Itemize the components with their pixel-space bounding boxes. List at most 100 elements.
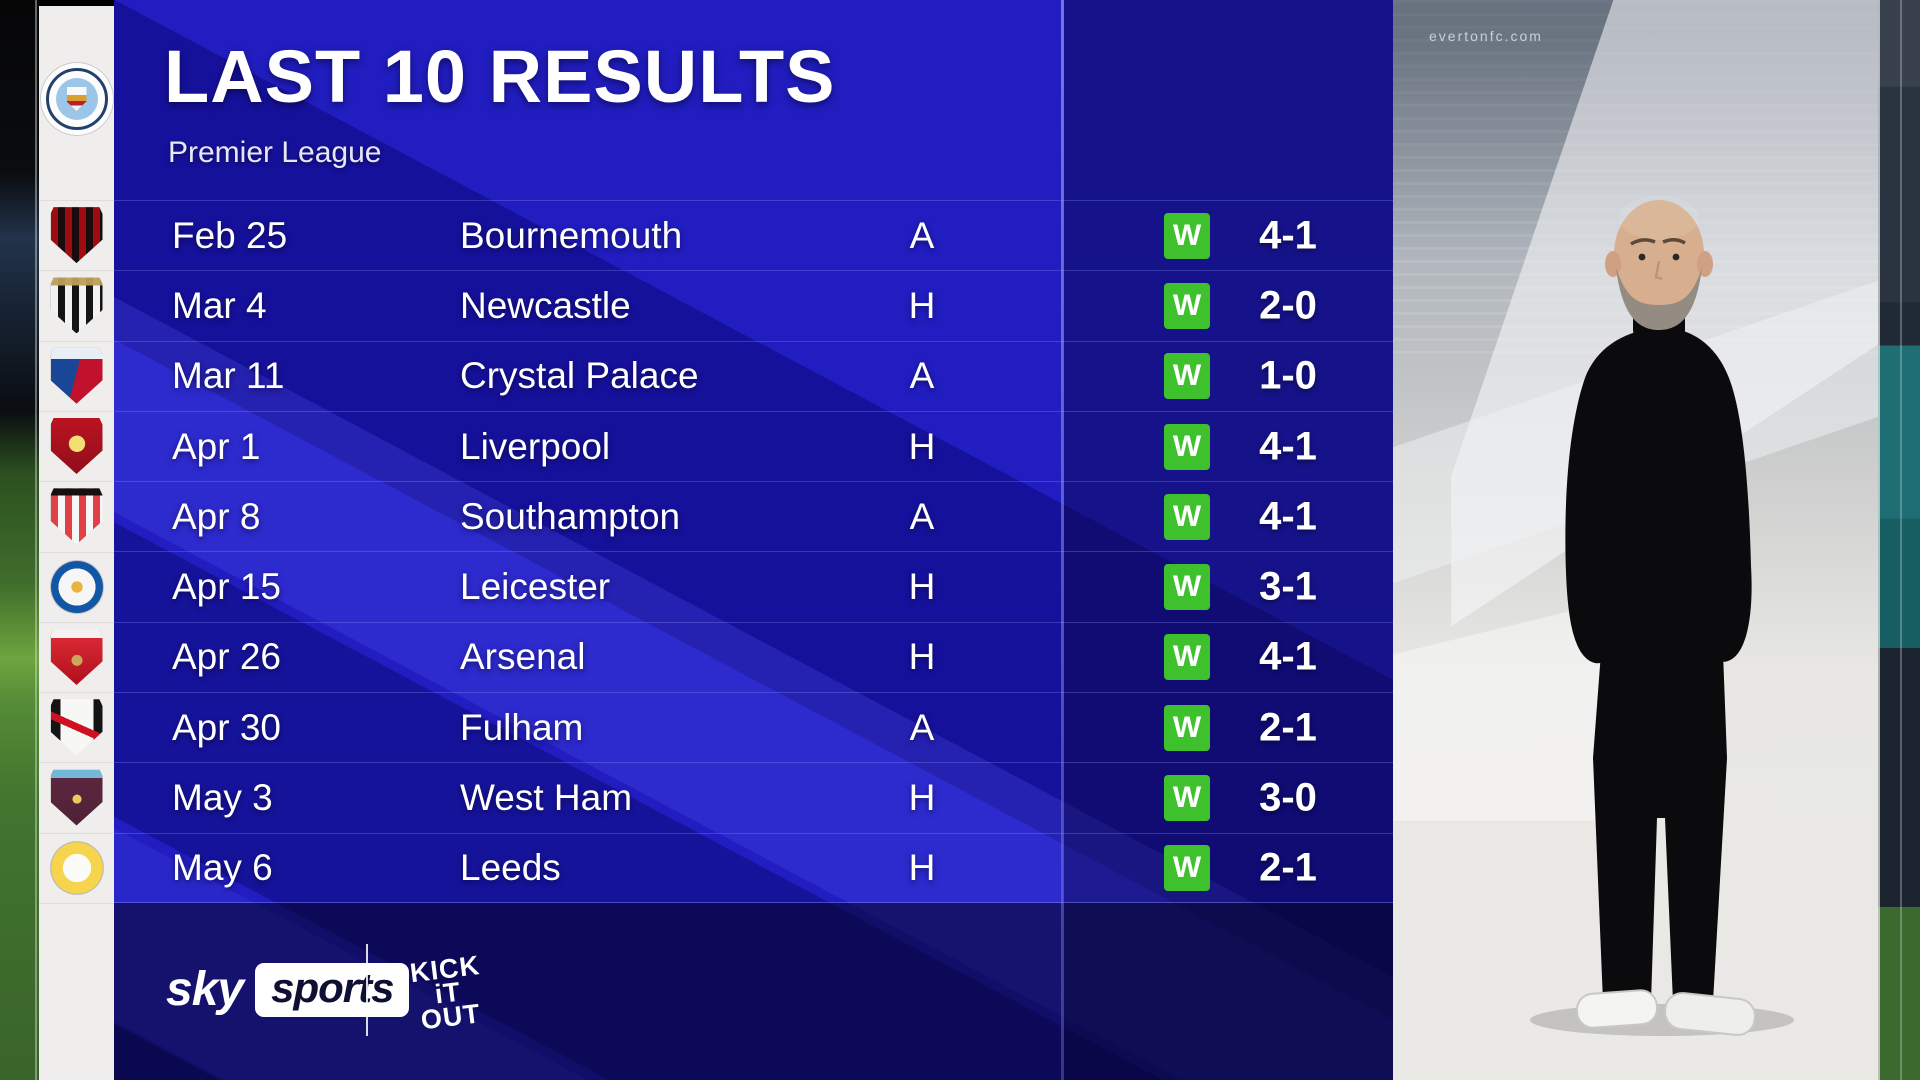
result-row: Feb 25 Bournemouth A W 4-1: [114, 200, 1393, 270]
results-table: Feb 25 Bournemouth A W 4-1 Mar 4 Newcastle H W 2-…: [114, 200, 1393, 903]
result-opponent: Southampton: [460, 495, 681, 537]
result-row: Apr 26 Arsenal H W 4-1: [114, 621, 1393, 692]
result-date: Mar 11: [172, 355, 285, 397]
result-win-badge: W: [1164, 704, 1210, 751]
result-opponent: Newcastle: [460, 284, 631, 326]
crest-arsenal-icon: [50, 628, 103, 685]
manager-photo-panel: evertonfc.com: [1393, 0, 1878, 1080]
rail-separator: [39, 692, 114, 694]
result-venue: A: [909, 495, 935, 537]
crest-liverpool-icon: [50, 418, 103, 475]
rail-separator: [39, 762, 114, 764]
background-video-left-edge: [0, 0, 39, 1080]
background-video-right-highlight: [1878, 0, 1880, 1080]
score-column-shade: [1063, 0, 1393, 1080]
result-date: Apr 30: [172, 706, 282, 748]
background-video-right-edge: [1878, 0, 1920, 1080]
result-opponent: Crystal Palace: [460, 355, 699, 397]
result-date: Feb 25: [172, 214, 288, 256]
result-opponent: Fulham: [460, 706, 584, 748]
result-opponent: Bournemouth: [460, 214, 683, 256]
result-venue: H: [908, 777, 936, 819]
crest-crystal-palace-icon: [50, 347, 103, 404]
page-subtitle: Premier League: [168, 136, 382, 169]
rail-separator: [39, 200, 114, 201]
result-row: Mar 11 Crystal Palace A W 1-0: [114, 340, 1393, 411]
crest-leicester-icon: [50, 560, 103, 613]
kick-it-out-line: OUT: [419, 998, 483, 1036]
score-column-divider: [1061, 0, 1064, 1080]
club-crest-rail: [39, 6, 114, 1080]
result-date: Mar 4: [172, 284, 267, 326]
result-row: Apr 1 Liverpool H W 4-1: [114, 410, 1393, 481]
result-venue: A: [909, 706, 935, 748]
result-row: May 6 Leeds H W 2-1: [114, 832, 1393, 903]
result-venue: H: [908, 636, 936, 678]
result-win-badge: W: [1164, 564, 1210, 611]
result-row: Apr 15 Leicester H W 3-1: [114, 551, 1393, 621]
result-opponent: Liverpool: [460, 425, 611, 467]
result-row: May 3 West Ham H W 3-0: [114, 762, 1393, 832]
result-venue: H: [908, 566, 936, 608]
manchester-city-crest-inner: [55, 78, 98, 120]
result-row: Mar 4 Newcastle H W 2-0: [114, 270, 1393, 340]
result-win-badge: W: [1164, 844, 1210, 891]
manchester-city-crest-shield: [66, 87, 87, 111]
result-win-badge: W: [1164, 634, 1210, 681]
result-date: Apr 1: [172, 425, 261, 467]
crest-bournemouth-icon: [50, 207, 103, 264]
result-row: Apr 8 Southampton A W 4-1: [114, 481, 1393, 551]
rail-separator: [39, 621, 114, 623]
results-panel: LAST 10 RESULTS Premier League Feb 25 Bou…: [114, 0, 1393, 1080]
crest-fulham-icon: [50, 699, 103, 756]
result-date: May 3: [172, 777, 273, 819]
manchester-city-crest-icon: [40, 63, 113, 135]
sky-sports-logo: sky sports: [166, 962, 410, 1017]
footer-logo-divider: [366, 944, 368, 1036]
result-opponent: West Ham: [460, 777, 633, 819]
result-score: 4-1: [1259, 634, 1317, 679]
rail-separator: [39, 481, 114, 483]
result-score: 4-1: [1259, 424, 1317, 469]
crest-leeds-icon: [50, 841, 103, 894]
rail-separator: [39, 270, 114, 272]
kick-it-out-logo-icon: KICK iT OUT: [390, 936, 506, 1052]
result-win-badge: W: [1164, 353, 1210, 400]
manchester-city-crest-ring: [45, 68, 108, 130]
result-score: 1-0: [1259, 353, 1317, 398]
result-win-badge: W: [1164, 423, 1210, 470]
result-score: 3-1: [1259, 564, 1317, 609]
result-score: 4-1: [1259, 494, 1317, 539]
result-row: Apr 30 Fulham A W 2-1: [114, 692, 1393, 762]
background-video-left-highlight: [35, 0, 37, 1080]
rail-separator: [39, 340, 114, 342]
result-date: Apr 26: [172, 636, 282, 678]
crest-newcastle-icon: [50, 277, 103, 334]
rail-separator: [39, 903, 114, 904]
result-win-badge: W: [1164, 493, 1210, 540]
rail-separator: [39, 551, 114, 553]
result-score: 2-1: [1259, 705, 1317, 750]
result-score: 3-0: [1259, 775, 1317, 820]
result-win-badge: W: [1164, 775, 1210, 822]
result-date: May 6: [172, 846, 273, 888]
background-video-right-highlight: [1900, 0, 1902, 1080]
sports-logo-box: sports: [255, 962, 410, 1017]
result-venue: H: [908, 284, 936, 326]
stadium-fascia-text: evertonfc.com: [1429, 28, 1543, 44]
sky-logo-word: sky: [166, 963, 244, 1016]
result-win-badge: W: [1164, 282, 1210, 329]
page-title: LAST 10 RESULTS: [164, 35, 836, 118]
result-venue: H: [908, 846, 936, 888]
rail-separator: [39, 410, 114, 412]
result-date: Apr 8: [172, 495, 261, 537]
result-venue: A: [909, 355, 935, 397]
result-opponent: Arsenal: [460, 636, 586, 678]
result-opponent: Leeds: [460, 846, 561, 888]
result-score: 4-1: [1259, 213, 1317, 258]
result-score: 2-0: [1259, 283, 1317, 328]
result-score: 2-1: [1259, 845, 1317, 890]
result-opponent: Leicester: [460, 566, 611, 608]
pep-guardiola-photo: [1530, 196, 1794, 1036]
